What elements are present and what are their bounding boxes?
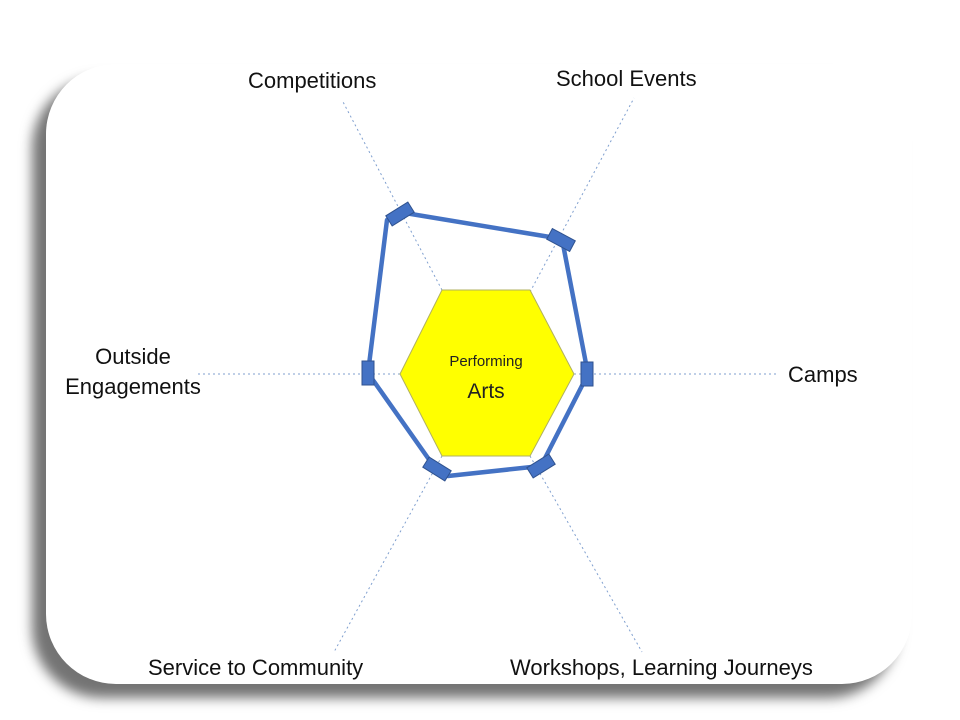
axis-line-competitions (341, 99, 443, 291)
axis-line-workshops (529, 455, 643, 653)
axis-label-outside-engagements: Outside Engagements (50, 342, 216, 402)
center-hexagon (399, 289, 575, 457)
axis-line-service (333, 455, 443, 653)
axis-label-camps: Camps (788, 362, 858, 387)
center-label-line1: Performing (449, 353, 522, 370)
axis-label-outside-line1: Outside (95, 344, 171, 369)
axis-line-school-events (529, 97, 635, 293)
marker-workshops (526, 453, 556, 479)
center-label-line2: Arts (467, 380, 504, 403)
marker-outside (361, 360, 375, 386)
marker-camps (580, 361, 594, 387)
marker-competitions (385, 201, 415, 227)
axis-label-school-events: School Events (556, 66, 697, 91)
axis-label-outside-line2: Engagements (65, 374, 201, 399)
axis-label-competitions: Competitions (248, 68, 377, 93)
axis-label-service: Service to Community (148, 655, 364, 680)
marker-service (422, 456, 452, 482)
axis-label-workshops: Workshops, Learning Journeys (510, 655, 813, 680)
marker-school-events (546, 227, 576, 253)
